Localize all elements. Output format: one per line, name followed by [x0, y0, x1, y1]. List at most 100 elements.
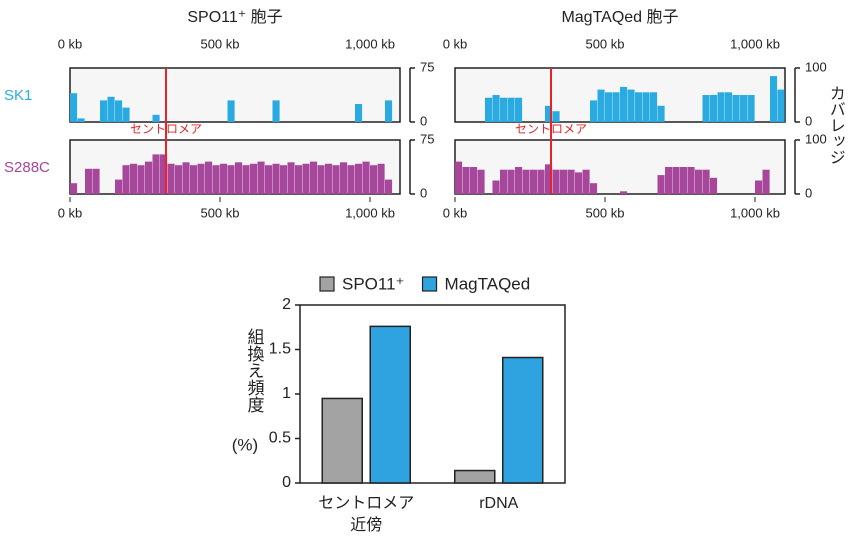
legend-label: SPO11⁺: [342, 274, 405, 293]
y-tick-label: 100: [805, 131, 827, 146]
coverage-bar: [477, 169, 485, 194]
coverage-bar: [567, 169, 575, 194]
coverage-bar: [92, 168, 100, 194]
coverage-bar: [462, 167, 470, 194]
coverage-bar: [145, 161, 153, 194]
y-tick-label: 2: [282, 296, 291, 313]
bar: [502, 356, 544, 484]
x-tick-label: 1,000 kb: [345, 205, 395, 220]
coverage-bar: [650, 92, 658, 122]
y-tick-label: 0: [805, 113, 812, 128]
x-tick-label: 500 kb: [200, 205, 239, 220]
y-axis-label: カバレッジ: [827, 85, 845, 165]
coverage-bar: [575, 172, 583, 194]
coverage-bar: [250, 163, 258, 194]
coverage-bar: [227, 100, 235, 122]
coverage-bar: [552, 111, 560, 122]
coverage-bar: [242, 165, 250, 194]
coverage-bar: [280, 165, 288, 194]
y-tick-label: 0: [805, 185, 812, 200]
coverage-bar: [552, 169, 560, 194]
x-tick-label: 1,000 kb: [730, 36, 780, 51]
coverage-bar: [732, 95, 740, 122]
coverage-bar: [702, 95, 710, 122]
coverage-bar: [500, 169, 508, 194]
coverage-bar: [355, 163, 363, 194]
coverage-bar: [635, 92, 643, 122]
coverage-bar: [590, 100, 598, 122]
x-tick-label: 500 kb: [585, 205, 624, 220]
coverage-bar: [777, 89, 785, 122]
coverage-bar: [515, 97, 523, 122]
x-tick-label: rDNA: [479, 495, 519, 512]
coverage-bar: [347, 165, 355, 194]
coverage-bar: [310, 161, 318, 194]
panel-title: MagTAQed 胞子: [561, 8, 678, 26]
coverage-bar: [507, 97, 515, 122]
coverage-bar: [175, 165, 183, 194]
coverage-bar: [612, 92, 620, 122]
coverage-bar: [560, 169, 568, 194]
series-label: SK1: [4, 87, 32, 104]
coverage-bar: [695, 169, 703, 194]
coverage-bar: [770, 76, 778, 122]
x-tick-label: 0 kb: [58, 36, 83, 51]
y-axis-unit: (%): [232, 435, 258, 454]
coverage-bar: [385, 179, 393, 194]
x-tick-label: 500 kb: [585, 36, 624, 51]
coverage-bar: [605, 92, 613, 122]
x-tick-label: 0 kb: [443, 36, 468, 51]
coverage-bar: [627, 89, 635, 122]
y-tick-label: 100: [805, 59, 827, 74]
coverage-bar: [545, 164, 553, 194]
coverage-bar: [377, 163, 385, 194]
coverage-bar: [115, 100, 123, 122]
coverage-bar: [197, 163, 205, 194]
coverage-bar: [235, 162, 243, 194]
legend-swatch: [319, 276, 335, 292]
coverage-bar: [620, 86, 628, 122]
coverage-bar: [257, 161, 265, 194]
coverage-bar: [710, 177, 718, 194]
series-label: S288C: [4, 159, 50, 176]
coverage-bar: [500, 97, 508, 122]
coverage-bar: [620, 191, 628, 194]
coverage-bar: [515, 167, 523, 194]
coverage-bar: [507, 169, 515, 194]
coverage-bar: [332, 165, 340, 194]
x-category: rDNA: [479, 495, 519, 512]
coverage-bar: [590, 183, 598, 194]
coverage-bar: [212, 165, 220, 194]
coverage-bar: [130, 163, 138, 194]
centromere-label: セントロメア: [130, 122, 202, 136]
coverage-bar: [642, 92, 650, 122]
coverage-bar: [160, 154, 168, 194]
x-tick-label: 0 kb: [443, 205, 468, 220]
coverage-bar: [340, 162, 348, 194]
coverage-bar: [287, 162, 295, 194]
coverage-bar: [220, 163, 228, 194]
coverage-bar: [537, 169, 545, 194]
bar: [454, 469, 496, 484]
legend-label: MagTAQed: [445, 274, 531, 293]
y-tick-label: 75: [420, 59, 434, 74]
coverage-bar: [687, 167, 695, 194]
y-tick-label: 75: [420, 131, 434, 146]
coverage-bar: [755, 180, 763, 194]
coverage-bar: [702, 169, 710, 194]
coverage-bar: [77, 118, 85, 122]
y-tick-label: 0.5: [269, 430, 291, 447]
y-axis-label: 組換え頻度: [245, 328, 265, 413]
bar: [369, 325, 411, 484]
coverage-bar: [522, 169, 530, 194]
coverage-bar: [597, 89, 605, 122]
coverage-bar: [355, 104, 363, 122]
coverage-bar: [485, 97, 493, 122]
coverage-bar: [530, 169, 538, 194]
coverage-bar: [115, 179, 123, 194]
coverage-bar: [325, 163, 333, 194]
y-tick-label: 1.5: [269, 341, 291, 358]
panel-title: SPO11⁺ 胞子: [187, 8, 282, 26]
coverage-bar: [657, 175, 665, 194]
